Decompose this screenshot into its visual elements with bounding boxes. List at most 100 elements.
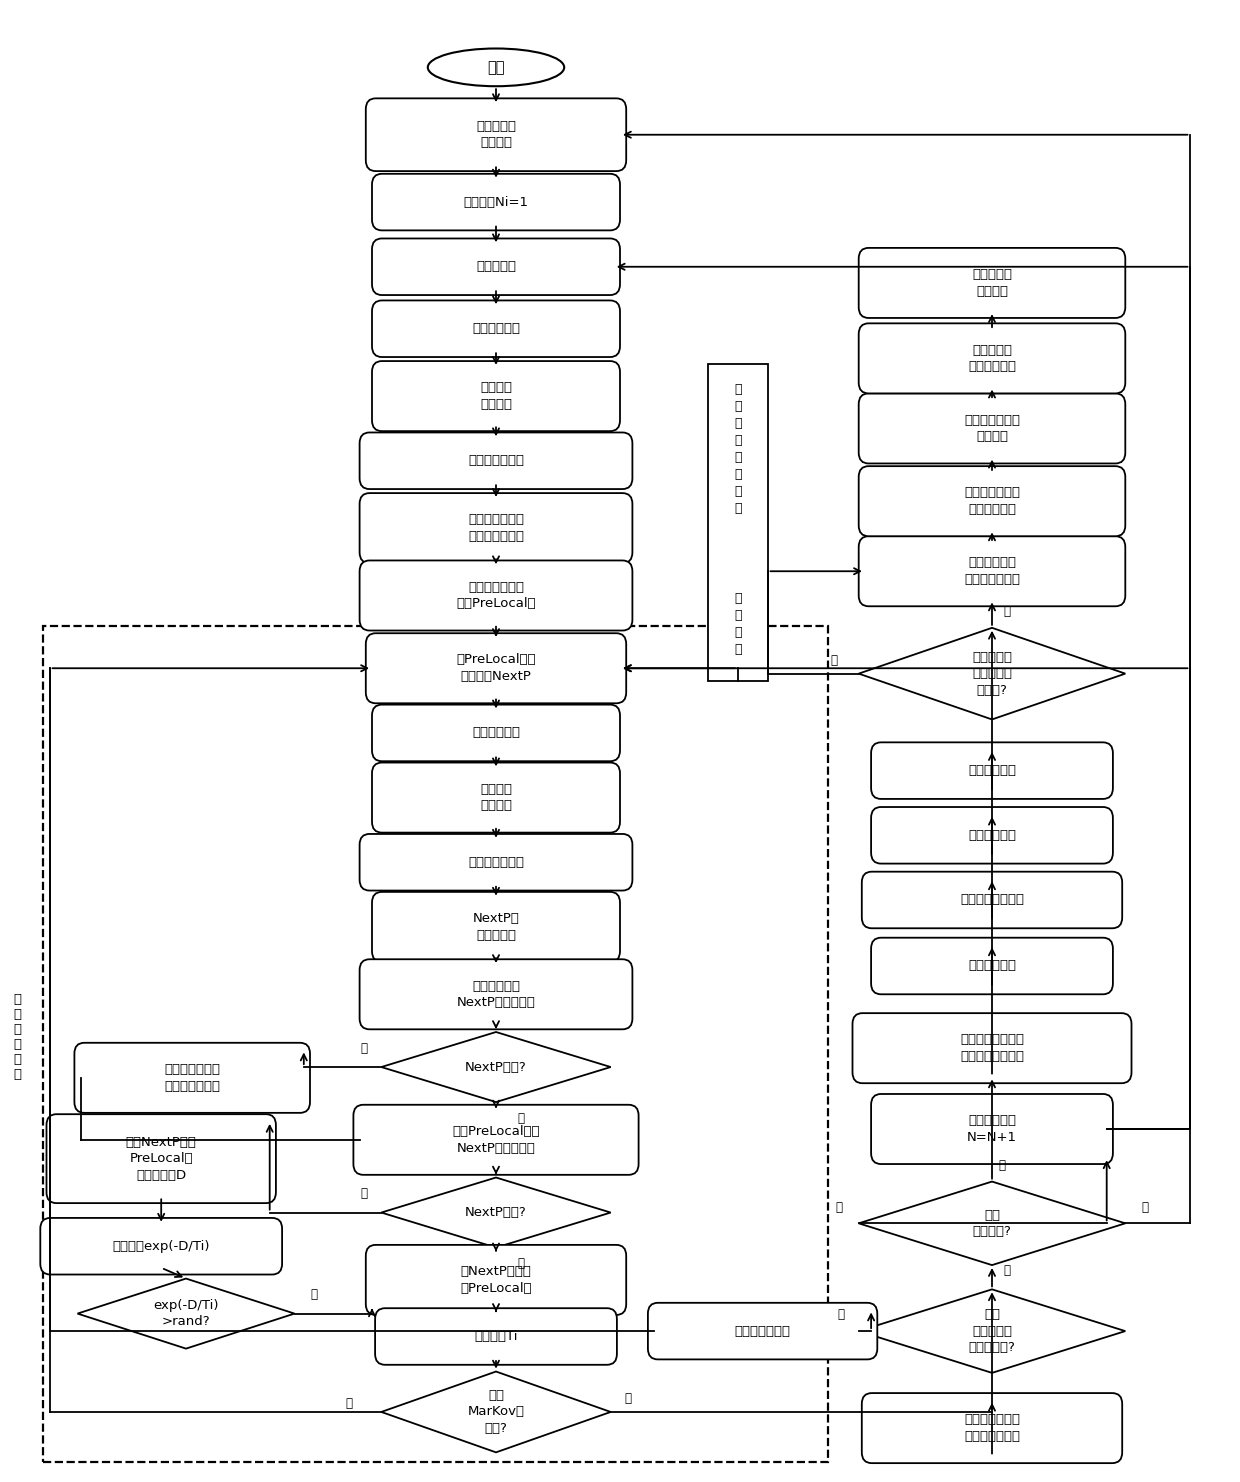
FancyBboxPatch shape	[74, 1043, 310, 1113]
Text: 更新最优次优解
赋值PreLocal解: 更新最优次优解 赋值PreLocal解	[456, 581, 536, 611]
Text: 更新最优次优解
更新最优适应度: 更新最优次优解 更新最优适应度	[164, 1063, 221, 1092]
FancyBboxPatch shape	[647, 1303, 878, 1359]
FancyBboxPatch shape	[372, 892, 620, 962]
Text: 否: 否	[1142, 1200, 1148, 1214]
Text: 是: 是	[836, 1200, 842, 1214]
FancyBboxPatch shape	[366, 633, 626, 704]
FancyBboxPatch shape	[372, 763, 620, 833]
Polygon shape	[858, 628, 1126, 719]
Text: 计算NextP解与
PreLocal解
适应度之差D: 计算NextP解与 PreLocal解 适应度之差D	[125, 1135, 197, 1181]
FancyBboxPatch shape	[870, 742, 1112, 799]
Text: 是: 是	[998, 1159, 1006, 1172]
FancyBboxPatch shape	[870, 938, 1112, 994]
Ellipse shape	[428, 49, 564, 86]
Text: 记录最优个体的
模型阶数及参数: 记录最优个体的 模型阶数及参数	[963, 1414, 1021, 1443]
FancyBboxPatch shape	[360, 834, 632, 891]
FancyBboxPatch shape	[372, 301, 620, 357]
FancyBboxPatch shape	[870, 1094, 1112, 1163]
Text: 残差信号生成: 残差信号生成	[968, 828, 1016, 842]
Polygon shape	[858, 1289, 1126, 1372]
Polygon shape	[858, 1181, 1126, 1266]
Text: 否: 否	[517, 1112, 525, 1125]
FancyBboxPatch shape	[360, 433, 632, 489]
Text: 是: 是	[624, 1392, 631, 1405]
FancyBboxPatch shape	[862, 871, 1122, 928]
FancyBboxPatch shape	[858, 393, 1126, 464]
Text: 参考函数生成: 参考函数生成	[472, 726, 520, 740]
Text: 确定最优模型阶数
确定最优模型参数: 确定最优模型阶数 确定最优模型参数	[960, 1033, 1024, 1063]
Text: 在PreLocal邻域
产生新解NextP: 在PreLocal邻域 产生新解NextP	[456, 654, 536, 683]
Text: 比较最优解与
NextP解的适应度: 比较最优解与 NextP解的适应度	[456, 980, 536, 1009]
Text: 是: 是	[517, 1257, 525, 1270]
FancyBboxPatch shape	[366, 98, 626, 170]
Text: 输出最终的
时频分布: 输出最终的 时频分布	[972, 268, 1012, 298]
FancyBboxPatch shape	[372, 704, 620, 762]
FancyBboxPatch shape	[858, 467, 1126, 536]
Text: 模
拟
退
火
过
程: 模 拟 退 火 过 程	[14, 993, 21, 1082]
FancyBboxPatch shape	[858, 323, 1126, 393]
Text: 算法初始化
预设参数: 算法初始化 预设参数	[476, 120, 516, 150]
FancyBboxPatch shape	[360, 959, 632, 1030]
Text: NextP解
适应度计算: NextP解 适应度计算	[472, 913, 520, 941]
FancyBboxPatch shape	[47, 1114, 275, 1203]
Text: 是: 是	[1003, 605, 1011, 618]
Text: 根据优化参数
生成各信号分量: 根据优化参数 生成各信号分量	[963, 557, 1021, 585]
Text: 否: 否	[361, 1187, 367, 1200]
Text: 快速傅里叶变换: 快速傅里叶变换	[467, 855, 525, 868]
Text: 信
号
分
量
参
数
记
录: 信 号 分 量 参 数 记 录	[734, 382, 742, 514]
FancyBboxPatch shape	[862, 1393, 1122, 1463]
Text: 计算概率exp(-D/Ti): 计算概率exp(-D/Ti)	[113, 1240, 210, 1252]
Text: exp(-D/Ti)
>rand?: exp(-D/Ti) >rand?	[154, 1298, 218, 1328]
Polygon shape	[382, 1178, 611, 1248]
FancyBboxPatch shape	[372, 239, 620, 295]
Text: 数
目
累
加: 数 目 累 加	[734, 591, 742, 657]
FancyBboxPatch shape	[858, 247, 1126, 319]
Text: 混频处理
共轭相乘: 混频处理 共轭相乘	[480, 782, 512, 812]
Text: 否: 否	[831, 654, 837, 667]
Text: NextP更优?: NextP更优?	[465, 1206, 527, 1220]
Text: 更新温度Ti: 更新温度Ti	[474, 1329, 518, 1343]
Text: 否: 否	[346, 1398, 352, 1411]
Text: 增大模型阶数
N=N+1: 增大模型阶数 N=N+1	[967, 1114, 1017, 1144]
Polygon shape	[382, 1031, 611, 1103]
Text: 快速逆傅里叶变换: 快速逆傅里叶变换	[960, 894, 1024, 907]
Text: 已达
最大阶数?: 已达 最大阶数?	[972, 1209, 1012, 1237]
Text: 模型阶数Ni=1: 模型阶数Ni=1	[464, 196, 528, 209]
Text: 混频处理
共轭相乘: 混频处理 共轭相乘	[480, 381, 512, 411]
Text: 是: 是	[311, 1288, 317, 1301]
Text: 更新适应度容限: 更新适应度容限	[734, 1325, 791, 1338]
FancyBboxPatch shape	[708, 365, 768, 682]
Text: NextP更优?: NextP更优?	[465, 1061, 527, 1073]
Text: 频谱峰值置零: 频谱峰值置零	[968, 959, 1016, 972]
Polygon shape	[77, 1279, 295, 1349]
Text: 快速傅里叶变换: 快速傅里叶变换	[467, 455, 525, 467]
FancyBboxPatch shape	[366, 1245, 626, 1315]
Text: 参考函数生成: 参考函数生成	[472, 322, 520, 335]
FancyBboxPatch shape	[870, 808, 1112, 864]
FancyBboxPatch shape	[353, 1104, 639, 1175]
Text: 生成各信号分量
时频分布: 生成各信号分量 时频分布	[963, 413, 1021, 443]
Text: 开始: 开始	[487, 59, 505, 76]
Text: 适应度计算存储
更新最优适应度: 适应度计算存储 更新最优适应度	[467, 513, 525, 542]
FancyBboxPatch shape	[41, 1218, 283, 1275]
Text: 否: 否	[838, 1309, 844, 1322]
Text: 生成各信号分量
瞬时频率函数: 生成各信号分量 瞬时频率函数	[963, 486, 1021, 516]
Text: 已达
MarKov链
长度?: 已达 MarKov链 长度?	[467, 1389, 525, 1435]
FancyBboxPatch shape	[372, 173, 620, 230]
Text: 是: 是	[361, 1042, 367, 1055]
Text: 已达
最低温度和
适应度容限?: 已达 最低温度和 适应度容限?	[968, 1309, 1016, 1355]
Text: 是: 是	[1003, 1264, 1011, 1277]
FancyBboxPatch shape	[858, 536, 1126, 606]
Text: 将NextP解赋值
给PreLocal解: 将NextP解赋值 给PreLocal解	[460, 1266, 532, 1295]
FancyBboxPatch shape	[360, 494, 632, 563]
Polygon shape	[382, 1371, 611, 1452]
Text: 产生初始解: 产生初始解	[476, 261, 516, 273]
FancyBboxPatch shape	[853, 1014, 1131, 1083]
FancyBboxPatch shape	[374, 1309, 618, 1365]
Text: 比较PreLocal解与
NextP解的适应度: 比较PreLocal解与 NextP解的适应度	[453, 1125, 539, 1154]
FancyBboxPatch shape	[360, 560, 632, 630]
Text: 各信号分量
时频分布累加: 各信号分量 时频分布累加	[968, 344, 1016, 373]
Text: 已达残差门
限或最大分
量数目?: 已达残差门 限或最大分 量数目?	[972, 651, 1012, 697]
FancyBboxPatch shape	[372, 362, 620, 431]
Text: 残差能量计算: 残差能量计算	[968, 765, 1016, 777]
